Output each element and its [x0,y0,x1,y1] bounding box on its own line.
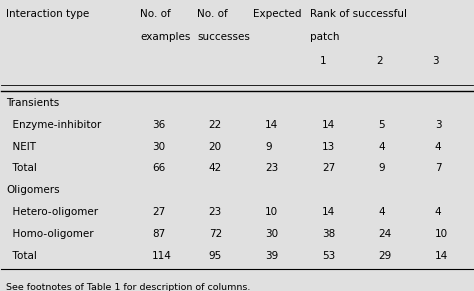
Text: 1: 1 [319,56,326,66]
Text: 66: 66 [152,163,165,173]
Text: 13: 13 [322,141,335,152]
Text: 5: 5 [378,120,385,129]
Text: Total: Total [6,251,37,261]
Text: 53: 53 [322,251,335,261]
Text: 23: 23 [265,163,279,173]
Text: 14: 14 [322,207,335,217]
Text: 39: 39 [265,251,279,261]
Text: 30: 30 [152,141,165,152]
Text: 10: 10 [435,229,448,239]
Text: Oligomers: Oligomers [6,185,60,195]
Text: 23: 23 [209,207,222,217]
Text: 9: 9 [378,163,385,173]
Text: 14: 14 [435,251,448,261]
Text: See footnotes of Table 1 for description of columns.: See footnotes of Table 1 for description… [6,283,250,291]
Text: 4: 4 [378,141,385,152]
Text: 27: 27 [152,207,165,217]
Text: 14: 14 [322,120,335,129]
Text: 27: 27 [322,163,335,173]
Text: 10: 10 [265,207,278,217]
Text: 38: 38 [322,229,335,239]
Text: 30: 30 [265,229,278,239]
Text: 14: 14 [265,120,279,129]
Text: Transients: Transients [6,98,59,108]
Text: 29: 29 [378,251,392,261]
Text: 20: 20 [209,141,222,152]
Text: Enzyme-inhibitor: Enzyme-inhibitor [6,120,101,129]
Text: 95: 95 [209,251,222,261]
Text: 4: 4 [378,207,385,217]
Text: 114: 114 [152,251,172,261]
Text: 3: 3 [433,56,439,66]
Text: 3: 3 [435,120,442,129]
Text: No. of: No. of [140,8,171,19]
Text: NEIT: NEIT [6,141,36,152]
Text: Homo-oligomer: Homo-oligomer [6,229,94,239]
Text: successes: successes [197,32,250,42]
Text: 36: 36 [152,120,165,129]
Text: Hetero-oligomer: Hetero-oligomer [6,207,98,217]
Text: 24: 24 [378,229,392,239]
Text: 2: 2 [376,56,383,66]
Text: 9: 9 [265,141,272,152]
Text: 4: 4 [435,207,442,217]
Text: Expected: Expected [254,8,302,19]
Text: 72: 72 [209,229,222,239]
Text: patch: patch [310,32,339,42]
Text: 22: 22 [209,120,222,129]
Text: Rank of successful: Rank of successful [310,8,407,19]
Text: 87: 87 [152,229,165,239]
Text: examples: examples [140,32,191,42]
Text: 7: 7 [435,163,442,173]
Text: 42: 42 [209,163,222,173]
Text: Interaction type: Interaction type [6,8,90,19]
Text: Total: Total [6,163,37,173]
Text: No. of: No. of [197,8,228,19]
Text: 4: 4 [435,141,442,152]
